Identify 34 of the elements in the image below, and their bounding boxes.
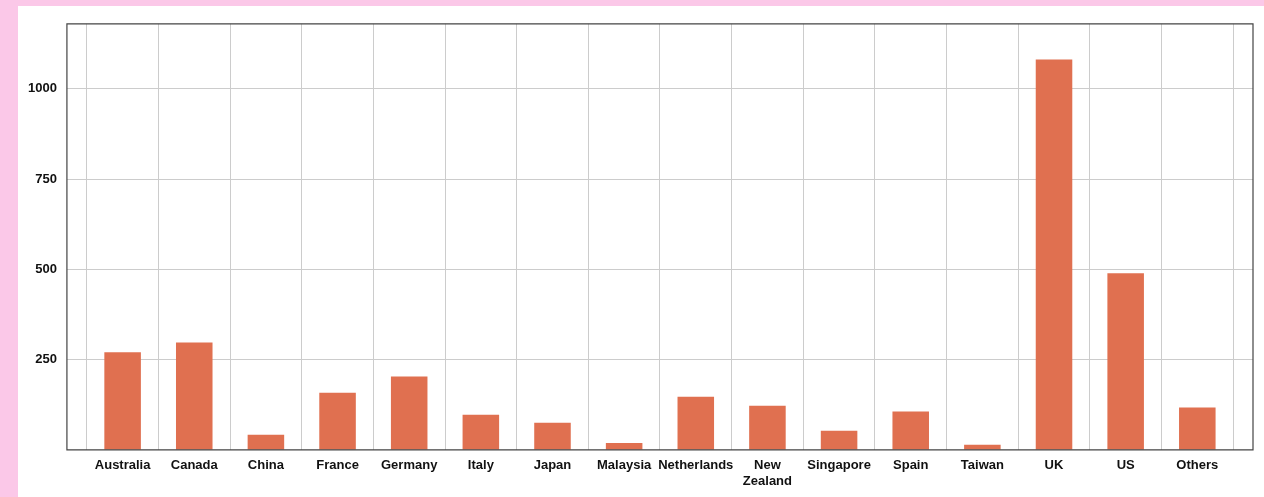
x-tick-label: UK: [1044, 457, 1065, 473]
bar: [534, 422, 571, 450]
bar: [1179, 407, 1216, 450]
x-tick-label: US: [1116, 457, 1136, 473]
bar: [677, 396, 715, 450]
bar: [104, 352, 141, 450]
bar: [319, 392, 356, 450]
bar: [247, 434, 285, 450]
x-tick-label: Japan: [533, 457, 572, 473]
x-tick-label: Australia: [94, 457, 152, 473]
y-tick-label: 250: [35, 351, 57, 367]
x-tick-label: Spain: [893, 457, 929, 473]
x-tick-label: Italy: [467, 457, 495, 473]
bar: [390, 376, 428, 450]
bar: [175, 342, 213, 450]
x-tick-label: Others: [1176, 457, 1219, 473]
bar: [820, 430, 858, 450]
y-tick-label: 500: [35, 260, 57, 276]
x-tick-label: Singapore: [807, 457, 871, 473]
x-tick-label: Germany: [381, 457, 439, 473]
bar: [1035, 59, 1073, 450]
bar: [462, 414, 500, 450]
x-tick-label: Netherlands: [658, 457, 734, 473]
bar: [749, 405, 786, 450]
x-tick-label: China: [247, 457, 285, 473]
x-tick-label: New Zealand: [742, 457, 793, 488]
y-tick-label: 1000: [28, 80, 57, 96]
bar: [1107, 273, 1144, 450]
x-tick-label: Taiwan: [960, 457, 1004, 473]
x-tick-label: Canada: [170, 457, 219, 473]
y-tick-label: 750: [35, 170, 57, 186]
x-tick-label: France: [316, 457, 359, 473]
x-tick-label: Malaysia: [597, 457, 653, 473]
bar: [892, 411, 929, 450]
